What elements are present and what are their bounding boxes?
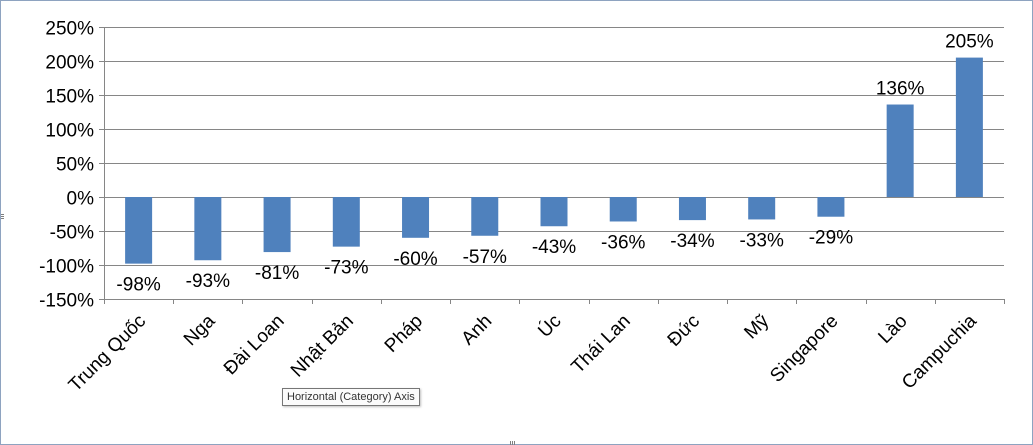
x-category-label: Singapore [766,311,842,387]
x-category-label: Lào [874,311,911,348]
bar[interactable] [332,197,360,247]
y-tick-label: 50% [56,155,94,176]
data-label: 136% [876,79,925,100]
x-category-label: Nhật Bản [287,311,358,382]
resize-handle-left[interactable] [1,213,4,219]
bar[interactable] [125,197,153,264]
data-label: -73% [324,258,368,279]
bar[interactable] [817,197,845,217]
data-label: -33% [740,230,784,251]
bar[interactable] [609,197,637,222]
data-label: 205% [945,32,994,53]
x-category-label: Campuchia [898,310,981,393]
y-axis-tick-labels: -150% -100% -50% 0% 50% 100% 150% 200% 250% [39,19,94,312]
x-category-label: Trung Quốc [65,311,150,396]
bar[interactable] [678,197,706,221]
y-tick-label: 250% [45,19,94,40]
data-label: -81% [255,263,299,284]
data-label: -57% [463,247,507,268]
bar[interactable] [263,197,291,253]
x-category-label: Đức [664,311,704,351]
y-tick-label: 200% [45,53,94,74]
bar[interactable] [540,197,568,227]
axis-tooltip: Horizontal (Category) Axis [282,388,420,406]
bar[interactable] [194,197,222,261]
x-category-label: Pháp [381,311,427,357]
y-tick-label: 150% [45,87,94,108]
gridlines [99,27,1005,304]
data-label: -43% [532,237,576,258]
x-category-label: Mỹ [740,310,773,343]
data-labels: -98% -93% -81% -73% -60% -57% -43% -36% -34% -33%… [116,32,993,296]
x-category-label: Thái Lan [568,311,635,378]
data-label: -29% [809,228,853,249]
bar[interactable] [886,104,914,197]
x-category-label: Anh [458,311,497,350]
bar[interactable] [748,197,776,220]
data-label: -98% [116,275,160,296]
y-tick-label: 0% [67,189,95,210]
x-category-label: Nga [180,310,220,350]
bar[interactable] [402,197,430,238]
bar[interactable] [955,57,983,197]
y-tick-label: -50% [50,223,94,244]
y-tick-label: 100% [45,121,94,142]
x-category-label: Úc [534,310,566,342]
y-tick-label: -150% [39,291,94,312]
data-label: -93% [186,271,230,292]
data-label: -60% [393,249,437,270]
data-label: -36% [601,232,645,253]
bar[interactable] [471,197,499,236]
data-label: -34% [670,231,714,252]
y-tick-label: -100% [39,257,94,278]
bars [125,57,983,264]
resize-handle-bottom[interactable] [510,441,516,445]
x-category-label: Đài Loan [220,311,289,380]
